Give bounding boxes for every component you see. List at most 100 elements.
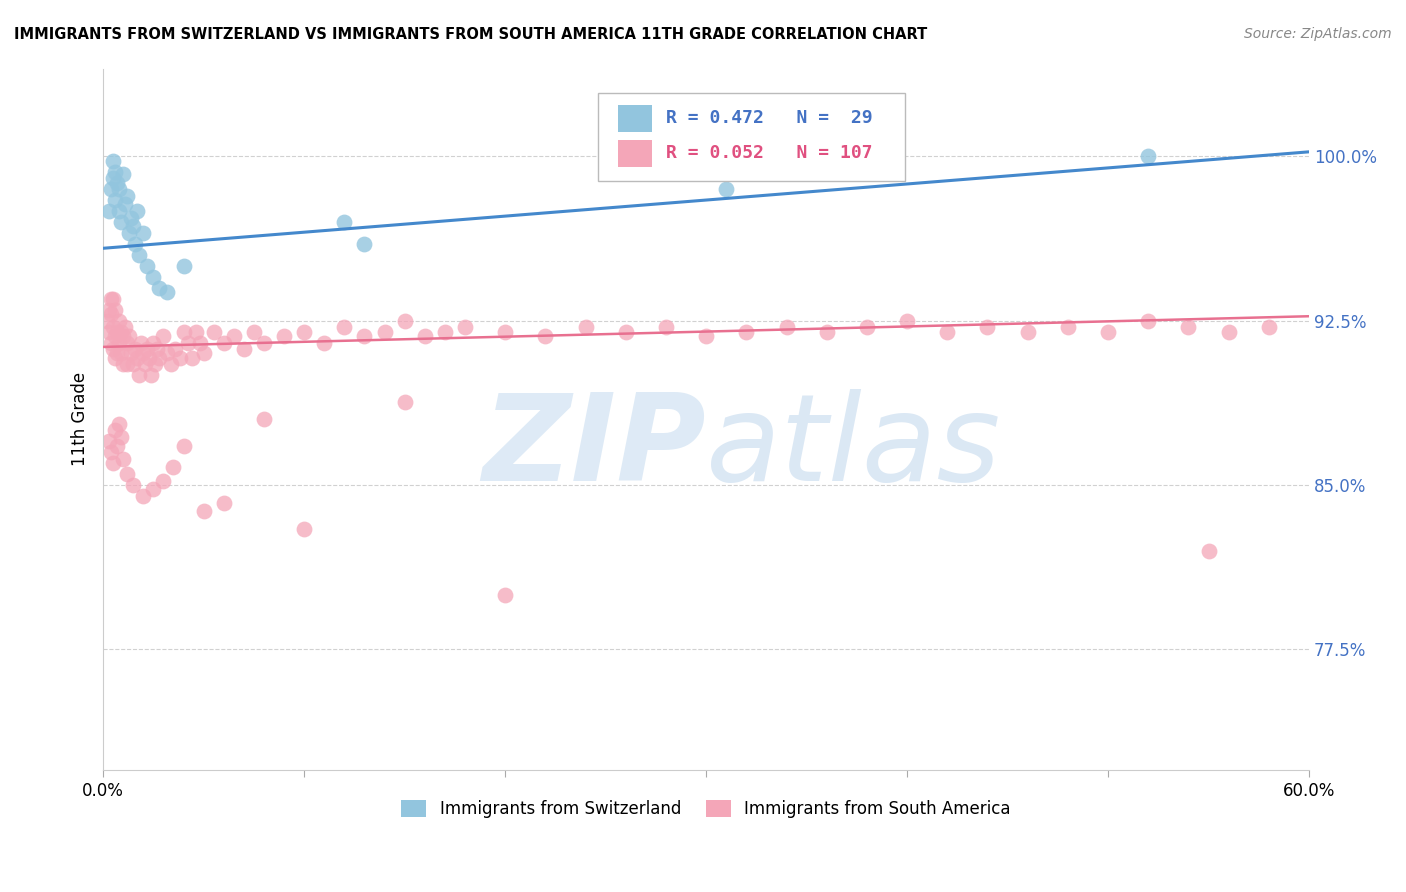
Point [1257,320,1279,334]
Point [162,460,184,475]
Point [815,325,838,339]
FancyBboxPatch shape [598,93,905,181]
Point [314,335,336,350]
Point [856,320,879,334]
Point [101,292,124,306]
Point [105,439,128,453]
Point [253,412,276,426]
Point [105,325,128,339]
Point [100,292,122,306]
Point [96,313,118,327]
Point [108,313,131,327]
Point [100,307,122,321]
Point [124,342,146,356]
Point [152,474,174,488]
Point [1198,543,1220,558]
Point [202,325,225,339]
Y-axis label: 11th Grade: 11th Grade [72,372,89,467]
Point [169,351,191,365]
Text: ZIP: ZIP [482,389,706,506]
Bar [619,140,652,167]
Point [534,329,557,343]
Text: atlas: atlas [706,389,1001,506]
Point [104,351,127,365]
Point [193,504,215,518]
Point [253,335,276,350]
Point [114,197,136,211]
Point [108,204,131,219]
Point [108,182,131,196]
Point [232,342,254,356]
Point [114,320,136,334]
Point [104,329,127,343]
Point [98,434,121,449]
Point [156,285,179,299]
Point [112,329,135,343]
Point [353,236,375,251]
Point [273,329,295,343]
Point [173,259,195,273]
Point [117,335,139,350]
Legend: Immigrants from Switzerland, Immigrants from South America: Immigrants from Switzerland, Immigrants … [395,793,1018,825]
Point [98,325,121,339]
Point [184,325,207,339]
Point [98,204,121,219]
Point [212,495,235,509]
Point [128,368,150,383]
Point [353,329,375,343]
Point [156,346,179,360]
Point [110,325,132,339]
Point [1097,325,1119,339]
Point [976,320,998,334]
Point [131,335,153,350]
Point [494,325,516,339]
Text: R = 0.052   N = 107: R = 0.052 N = 107 [666,145,873,162]
Point [1137,313,1160,327]
Point [165,342,187,356]
Point [112,167,135,181]
Point [173,325,195,339]
Point [292,325,315,339]
Bar [619,105,652,132]
Point [100,335,122,350]
Point [936,325,959,339]
Point [775,320,797,334]
Point [110,215,132,229]
Point [122,358,145,372]
Point [160,358,183,372]
Point [394,394,416,409]
Point [117,467,139,481]
Point [146,342,169,356]
Point [104,423,127,437]
Point [120,211,142,225]
Point [1177,320,1199,334]
Point [101,342,124,356]
Text: IMMIGRANTS FROM SWITZERLAND VS IMMIGRANTS FROM SOUTH AMERICA 11TH GRADE CORRELAT: IMMIGRANTS FROM SWITZERLAND VS IMMIGRANT… [14,27,928,42]
Point [433,325,456,339]
Point [127,351,149,365]
Point [108,417,131,431]
Point [173,439,195,453]
Point [292,522,315,536]
Point [127,204,149,219]
Point [394,313,416,327]
Point [110,346,132,360]
Point [136,259,159,273]
Point [494,588,516,602]
Point [104,193,127,207]
Point [454,320,477,334]
Point [132,226,155,240]
Point [142,483,165,497]
Point [148,351,170,365]
Point [122,478,145,492]
Point [655,320,678,334]
Point [574,320,596,334]
Point [105,346,128,360]
Point [117,188,139,202]
Point [222,329,245,343]
Point [373,325,395,339]
Point [134,358,156,372]
Point [128,248,150,262]
Point [413,329,436,343]
Point [100,445,122,459]
